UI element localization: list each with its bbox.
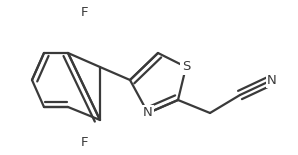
Text: N: N <box>267 73 277 86</box>
Text: F: F <box>80 137 88 150</box>
Text: S: S <box>182 60 190 73</box>
Text: F: F <box>80 5 88 18</box>
Text: N: N <box>143 106 153 120</box>
